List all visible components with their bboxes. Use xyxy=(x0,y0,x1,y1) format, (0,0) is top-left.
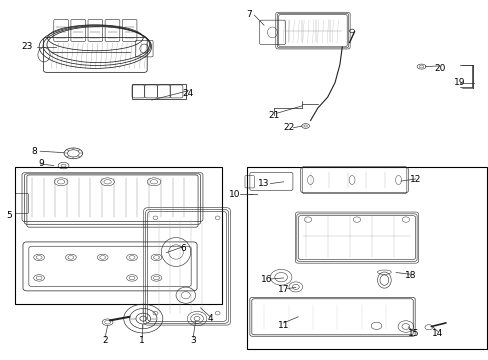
Text: 7: 7 xyxy=(246,10,252,19)
Bar xyxy=(246,167,486,349)
Text: 11: 11 xyxy=(277,321,289,330)
Text: 2: 2 xyxy=(102,336,108,345)
Text: 5: 5 xyxy=(6,211,12,220)
Bar xyxy=(15,167,222,304)
Text: 20: 20 xyxy=(433,64,445,73)
Text: 9: 9 xyxy=(39,159,44,168)
Text: 15: 15 xyxy=(407,328,418,338)
Text: 12: 12 xyxy=(409,175,421,184)
Text: 21: 21 xyxy=(267,111,279,120)
Text: 10: 10 xyxy=(228,190,240,199)
Text: 3: 3 xyxy=(190,336,196,345)
Text: 14: 14 xyxy=(431,328,443,338)
Text: 23: 23 xyxy=(21,42,33,51)
Text: 6: 6 xyxy=(180,244,186,253)
Text: 22: 22 xyxy=(282,123,294,132)
Text: 17: 17 xyxy=(277,285,289,294)
Text: 1: 1 xyxy=(139,336,144,345)
Text: 13: 13 xyxy=(258,179,269,188)
Text: 8: 8 xyxy=(31,147,37,156)
Text: 4: 4 xyxy=(207,314,213,323)
Text: 24: 24 xyxy=(182,89,194,98)
Text: 19: 19 xyxy=(453,78,465,87)
Text: 16: 16 xyxy=(260,274,272,284)
Text: 18: 18 xyxy=(404,271,416,280)
Bar xyxy=(132,84,185,99)
